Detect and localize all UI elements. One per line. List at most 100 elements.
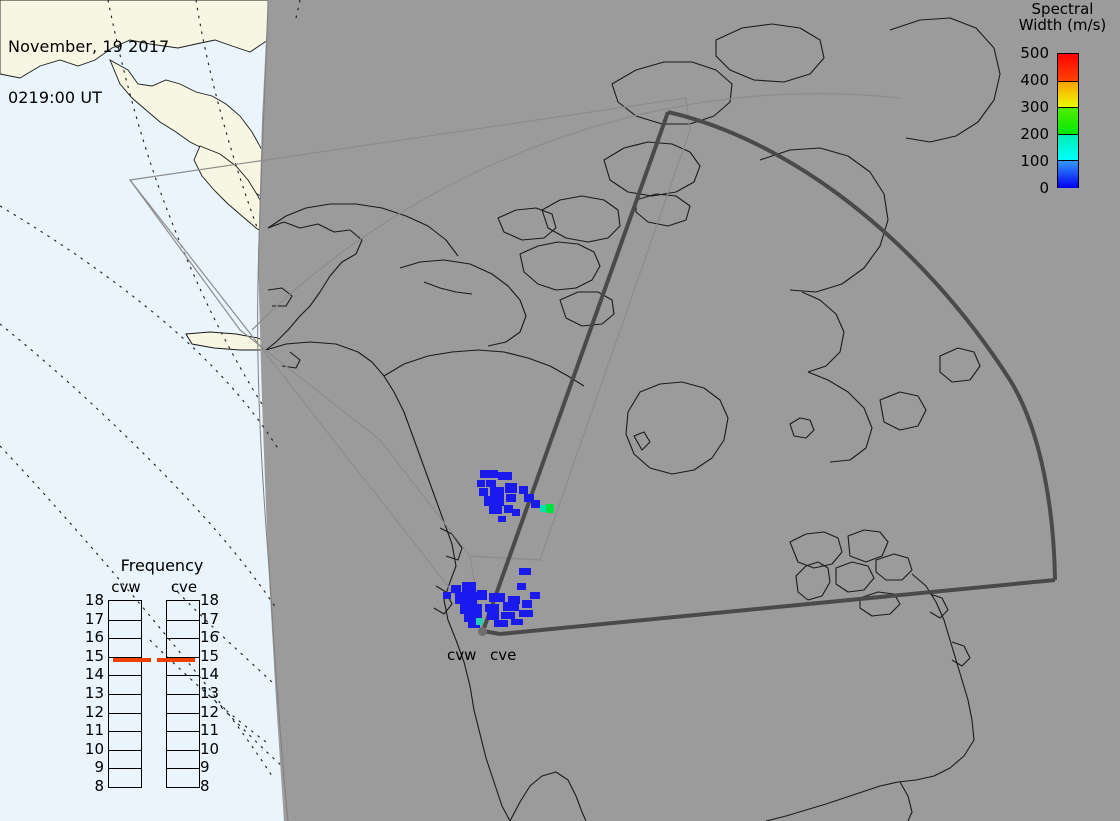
frequency-gridline	[109, 768, 141, 770]
backscatter-cell	[546, 504, 554, 513]
backscatter-cell	[476, 618, 483, 625]
backscatter-cell	[517, 583, 526, 590]
backscatter-cell	[505, 483, 517, 493]
frequency-tick-left-18: 18	[84, 591, 104, 609]
frequency-gridline	[109, 656, 141, 658]
backscatter-cell	[531, 500, 540, 508]
frequency-gridline	[167, 768, 199, 770]
frequency-tick-left-15: 15	[84, 646, 104, 665]
backscatter-cell	[479, 488, 488, 496]
frequency-gridline	[167, 638, 199, 640]
backscatter-cell	[477, 480, 485, 487]
frequency-marker-cvw	[113, 657, 151, 662]
backscatter-cell	[462, 582, 476, 592]
backscatter-cell	[512, 509, 520, 516]
frequency-column-label-cvw: cvw	[111, 578, 141, 596]
cvw-fov-far-arc	[251, 93, 901, 331]
colorbar-band-300-400	[1058, 80, 1078, 109]
frequency-tick-left-17: 17	[84, 609, 104, 628]
backscatter-cell	[489, 593, 505, 602]
colorbar-band-0-100	[1058, 160, 1078, 188]
colorbar-tick-500: 500	[1020, 44, 1049, 62]
frequency-gridline	[167, 656, 199, 658]
backscatter-cell	[511, 619, 523, 625]
backscatter-cell	[485, 604, 499, 612]
frequency-gridline	[109, 694, 141, 695]
backscatter-cell	[489, 505, 502, 514]
colorbar-title: Spectral Width (m/s)	[1005, 1, 1120, 33]
colorbar-tick-300: 300	[1020, 98, 1049, 116]
frequency-column-label-cve: cve	[170, 578, 198, 596]
frequency-gridline	[109, 638, 141, 640]
timestamp-time: 0219:00 UT	[8, 88, 103, 107]
colorbar-gradient-box	[1057, 53, 1079, 188]
frequency-tick-left-8: 8	[94, 777, 104, 795]
frequency-tick-left-10: 10	[84, 739, 104, 758]
frequency-gridline	[167, 749, 199, 751]
backscatter-cell	[468, 621, 480, 628]
backscatter-cell	[498, 472, 512, 480]
geomagnetic-gridlines	[0, 0, 301, 777]
frequency-tick-right-18: 18	[200, 591, 220, 609]
terminator-line	[257, 0, 289, 821]
frequency-tick-right-16: 16	[200, 628, 220, 647]
backscatter-cell	[464, 613, 482, 622]
frequency-tick-right-13: 13	[200, 684, 220, 702]
backscatter-cell	[477, 590, 487, 600]
frequency-gridline	[167, 694, 199, 695]
colorbar-band-100-200	[1058, 133, 1078, 162]
backscatter-cell	[486, 480, 496, 487]
frequency-tick-right-12: 12	[200, 702, 220, 721]
frequency-tick-right-11: 11	[200, 721, 220, 740]
colorbar-title-line1: Spectral	[1031, 0, 1094, 18]
colorbar-tick-400: 400	[1020, 71, 1049, 89]
colorbar-tick-labels: 500 400 300 200 100 0	[1005, 45, 1053, 207]
site-label-cve: cve	[490, 646, 517, 664]
backscatter-cell	[530, 592, 540, 599]
frequency-gridline	[167, 712, 199, 714]
frequency-marker-cve	[157, 657, 195, 662]
backscatter-cell	[540, 505, 548, 512]
frequency-gridline	[167, 619, 199, 621]
frequency-panel: Frequency cvw cve 18 17 16 15 14 13 12 11 10 9 8 1…	[82, 556, 242, 794]
frequency-gridline	[109, 619, 141, 621]
timestamp-block: November, 19 2017 0219:00 UT	[8, 4, 169, 140]
landmass-siberia-north	[0, 0, 269, 79]
spectral-width-colorbar: Spectral Width (m/s) 500 400 300 200 100 0	[1005, 0, 1120, 200]
coastlines-north-america	[265, 17, 1001, 821]
frequency-gridline	[109, 712, 141, 714]
cve-field-of-view[interactable]	[481, 110, 1057, 636]
frequency-tick-right-17: 17	[200, 609, 220, 628]
frequency-panel-title: Frequency	[120, 556, 204, 575]
timestamp-date: November, 19 2017	[8, 37, 170, 56]
backscatter-cell	[524, 494, 534, 502]
backscatter-cell	[455, 592, 477, 604]
colorbar-band-400-500	[1058, 54, 1078, 81]
frequency-tick-right-15: 15	[200, 646, 220, 665]
backscatter-cell	[508, 596, 520, 604]
backscatter-cell	[494, 620, 508, 627]
backscatter-cell	[522, 600, 532, 608]
frequency-tick-right-8: 8	[200, 777, 210, 795]
frequency-tick-left-16: 16	[84, 628, 104, 647]
backscatter-cell	[519, 486, 528, 494]
frequency-bar-cvw[interactable]	[108, 600, 151, 788]
backscatter-cell	[487, 612, 499, 620]
frequency-gridline	[109, 731, 141, 733]
frequency-tick-left-9: 9	[94, 758, 104, 777]
frequency-tick-right-14: 14	[200, 665, 220, 684]
radar-site-marker	[478, 627, 487, 636]
backscatter-cell	[501, 612, 515, 619]
colorbar-tick-100: 100	[1020, 152, 1049, 170]
backscatter-cell	[504, 505, 513, 513]
backscatter-cell	[506, 494, 516, 502]
backscatter-cell	[480, 470, 498, 478]
colorbar-tick-0: 0	[1039, 179, 1049, 197]
backscatter-cell	[498, 516, 506, 522]
frequency-tick-left-11: 11	[84, 721, 104, 740]
frequency-bar-cve[interactable]	[157, 600, 200, 788]
backscatter-cell	[484, 496, 504, 506]
frequency-tick-left-13: 13	[84, 684, 104, 702]
frequency-tick-left-14: 14	[84, 665, 104, 684]
